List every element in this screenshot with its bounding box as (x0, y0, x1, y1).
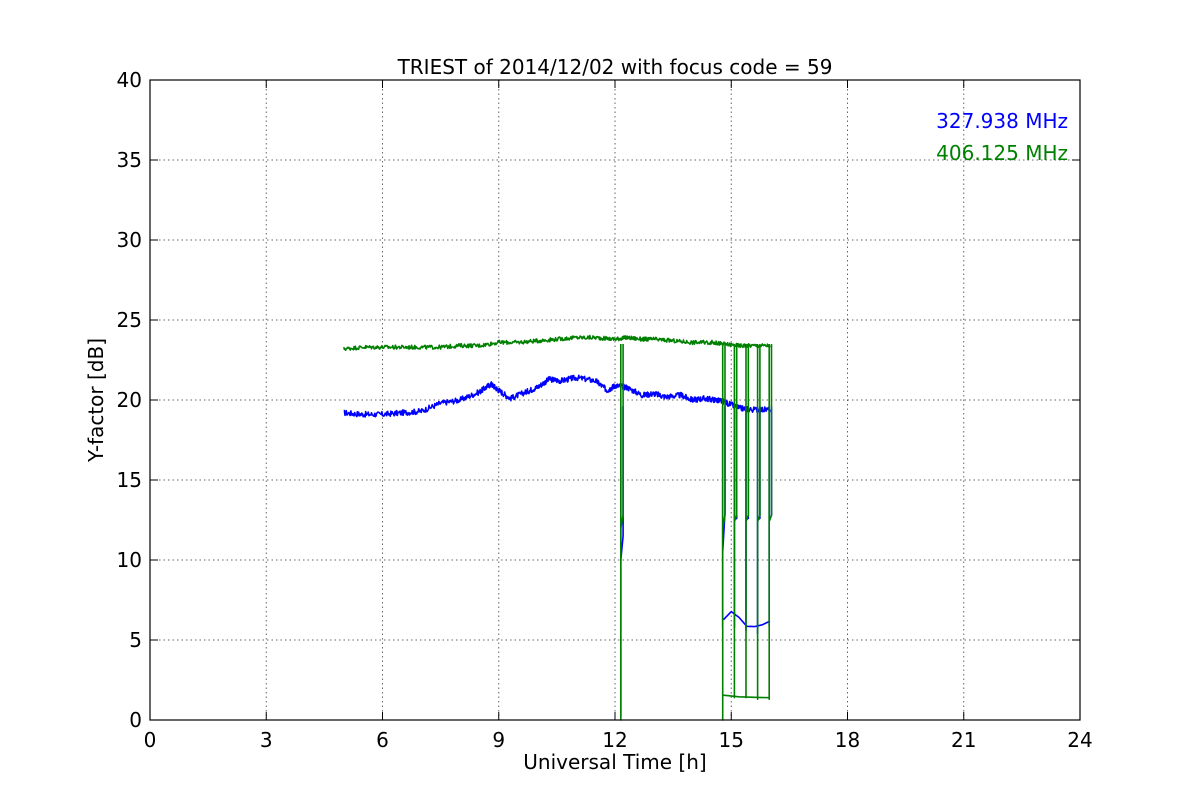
y-tick-label: 35 (117, 148, 142, 172)
series-2-dip (721, 344, 726, 721)
x-tick-label: 6 (376, 728, 389, 752)
series-layer (343, 334, 773, 721)
series-2-dip (768, 344, 773, 700)
legend-entry-2: 406.125 MHz (936, 141, 1068, 165)
x-tick-label: 9 (492, 728, 505, 752)
series-line-1 (343, 374, 771, 418)
y-tick-label: 30 (117, 228, 142, 252)
x-tick-label: 21 (951, 728, 976, 752)
series-2-dip (733, 344, 738, 699)
x-tick-label: 0 (144, 728, 157, 752)
series-2-dip (745, 344, 750, 699)
legend-entry-1: 327.938 MHz (936, 109, 1068, 133)
series-line-2 (343, 334, 771, 351)
x-tick-label: 12 (602, 728, 627, 752)
ticks: 0 3 6 9 12 15 18 21 24 0 5 10 15 20 25 30 35 40 (117, 68, 1093, 752)
y-tick-label: 0 (129, 708, 142, 732)
grid (150, 80, 1080, 720)
chart-title: TRIEST of 2014/12/02 with focus code = 5… (397, 55, 833, 79)
y-tick-label: 25 (117, 308, 142, 332)
series-2-dip (620, 344, 624, 721)
y-tick-label: 5 (129, 628, 142, 652)
y-tick-label: 15 (117, 468, 142, 492)
y-tick-label: 10 (117, 548, 142, 572)
x-tick-label: 18 (835, 728, 860, 752)
y-axis-label: Y-factor [dB] (84, 338, 108, 463)
x-tick-label: 24 (1067, 728, 1092, 752)
series-2-dip (756, 344, 761, 700)
x-axis-label: Universal Time [h] (523, 750, 706, 774)
x-tick-label: 15 (719, 728, 744, 752)
legend: 327.938 MHz 406.125 MHz (936, 109, 1068, 165)
series-2-low-segment (723, 694, 771, 699)
y-tick-label: 40 (117, 68, 142, 92)
y-tick-label: 20 (117, 388, 142, 412)
x-tick-label: 3 (260, 728, 273, 752)
